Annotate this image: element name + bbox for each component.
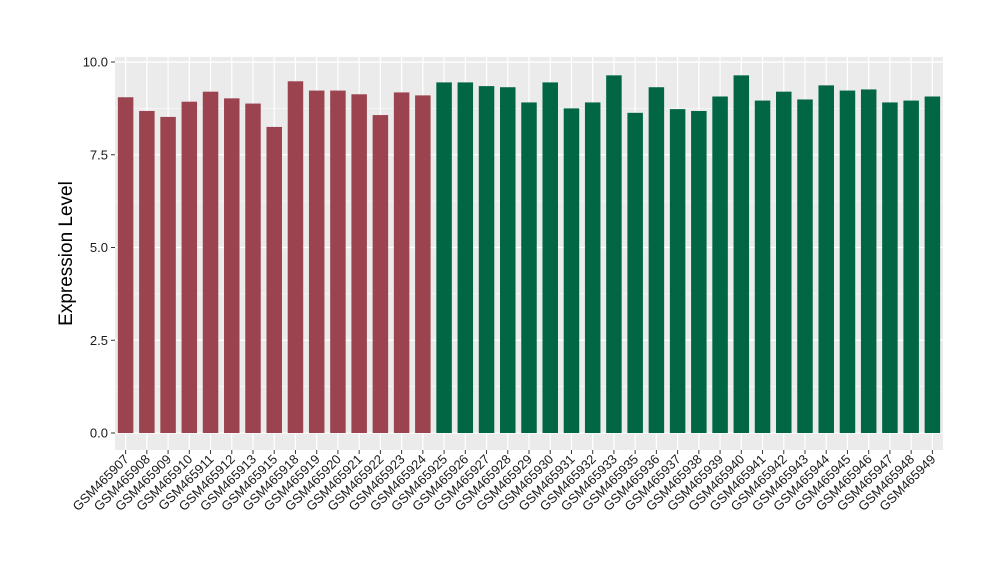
bar	[669, 109, 686, 433]
bar	[882, 102, 898, 434]
bar	[563, 108, 580, 433]
y-axis: 0.0 2.5 5.0 7.5 10.0	[83, 55, 115, 441]
bar	[542, 82, 558, 433]
bar	[839, 90, 856, 433]
bar	[266, 126, 282, 434]
bar	[330, 90, 346, 433]
bar	[351, 94, 367, 433]
bar	[712, 96, 728, 434]
y-tick-label: 5.0	[90, 240, 108, 255]
y-axis-title: Expression Level	[56, 181, 77, 326]
bar	[139, 110, 155, 434]
bar	[436, 82, 452, 433]
bar	[733, 75, 750, 433]
x-axis: GSM465907GSM465908GSM465909GSM465910GSM4…	[70, 450, 939, 514]
bar	[117, 97, 134, 434]
bar	[415, 95, 431, 433]
bar	[797, 99, 813, 433]
bar	[457, 82, 474, 433]
bar	[818, 85, 834, 434]
bars	[117, 75, 941, 434]
bar	[606, 75, 622, 433]
bar	[308, 90, 325, 433]
y-tick-label: 7.5	[90, 147, 108, 162]
bar	[372, 115, 389, 433]
bar	[245, 103, 261, 433]
bar	[691, 110, 707, 434]
bar	[224, 98, 240, 433]
bar	[776, 91, 792, 434]
bar	[860, 89, 877, 433]
bar	[202, 91, 219, 434]
bar	[903, 100, 919, 434]
bar	[500, 87, 516, 433]
y-tick-label: 10.0	[83, 55, 108, 70]
bar	[393, 92, 410, 433]
bar	[478, 86, 495, 434]
bar	[627, 112, 643, 434]
y-tick-label: 0.0	[90, 426, 108, 441]
bar	[584, 102, 601, 434]
bar	[287, 81, 304, 434]
bar	[924, 96, 941, 434]
bar	[648, 87, 665, 433]
bar	[754, 100, 771, 434]
y-tick-label: 2.5	[90, 333, 108, 348]
bar	[160, 116, 176, 434]
bar	[181, 101, 198, 434]
bar	[521, 102, 537, 434]
